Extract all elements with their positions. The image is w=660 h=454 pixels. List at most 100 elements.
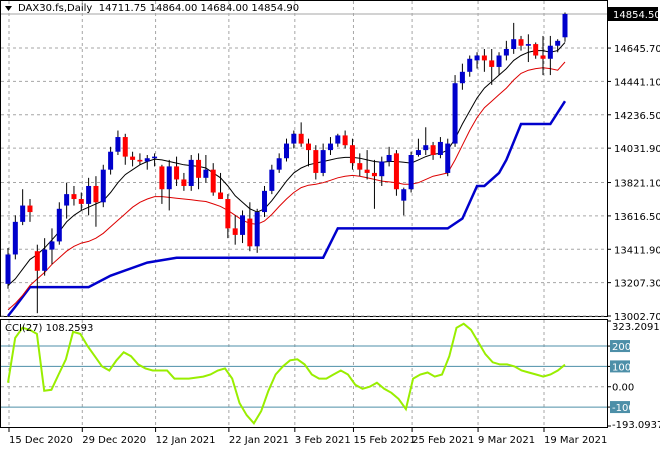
- candle-down: [481, 55, 487, 61]
- time-tick-label: 15 Feb 2021: [353, 435, 415, 446]
- candle-down: [364, 169, 370, 173]
- candle-down: [27, 205, 33, 213]
- cci-level-tag: [610, 340, 630, 353]
- candle-up: [64, 194, 70, 206]
- candle-up: [203, 169, 209, 178]
- candle-up: [144, 158, 150, 162]
- symbol-title: DAX30.fs,Daily 14711.75 14864.00 14684.0…: [18, 3, 299, 14]
- price-tick-label: 13207.30: [614, 279, 660, 290]
- candle-down: [137, 159, 143, 162]
- time-tick-label: 15 Dec 2020: [9, 435, 73, 446]
- candle-down: [210, 169, 216, 193]
- candle-up: [415, 150, 421, 155]
- candle-up: [452, 83, 458, 144]
- candle-down: [357, 163, 363, 170]
- time-axis[interactable]: 15 Dec 2020 29 Dec 2020 12 Jan 2021 22 Jan …: [8, 428, 607, 446]
- candle-down: [122, 137, 128, 157]
- candle-down: [305, 143, 311, 151]
- candle-down: [93, 185, 99, 203]
- candle-down: [196, 159, 202, 178]
- indicator-pane-frame: [0, 319, 608, 428]
- candle-up: [401, 189, 407, 201]
- candle-up: [86, 185, 92, 204]
- candle-up: [562, 13, 568, 38]
- ohlc-readout: 14711.75 14864.00 14684.00 14854.90: [98, 3, 300, 14]
- candle-up: [108, 151, 114, 170]
- candle-down: [232, 228, 238, 235]
- time-tick-label: 12 Jan 2021: [156, 435, 216, 446]
- candle-up: [269, 169, 275, 191]
- candle-up: [467, 58, 473, 72]
- candle-up: [525, 44, 531, 46]
- cci-tick-label: 323.2091: [612, 322, 660, 333]
- slow-ma-layer: [7, 61, 566, 311]
- support-line-layer: [7, 100, 567, 317]
- price-tick-label: 13821.10: [614, 179, 660, 190]
- candle-up: [379, 161, 385, 177]
- cci-level-label: 100: [612, 362, 631, 373]
- price-tick-label: 14441.10: [614, 77, 660, 88]
- candle-down: [313, 150, 319, 173]
- candle-down: [174, 166, 180, 180]
- time-tick-label: 29 Dec 2020: [82, 435, 146, 446]
- candle-up: [503, 48, 509, 56]
- candle-up: [320, 150, 326, 173]
- candle-up: [188, 159, 194, 186]
- candle-down: [349, 145, 355, 164]
- candle-up: [423, 145, 429, 151]
- indicator-title: CCI(27) 108.2593: [5, 323, 94, 334]
- candle-up: [445, 143, 451, 173]
- candle-down: [342, 135, 348, 146]
- candle-down: [247, 218, 253, 247]
- collapse-arrow-icon[interactable]: [5, 6, 12, 11]
- candle-down: [540, 55, 546, 59]
- price-tick-label: 14236.50: [614, 111, 660, 122]
- candle-down: [34, 251, 40, 271]
- candle-up: [555, 40, 561, 46]
- candle-down: [225, 199, 231, 229]
- candle-down: [130, 156, 136, 160]
- candle-up: [49, 241, 55, 250]
- candle-up: [459, 71, 465, 84]
- cci-axis[interactable]: 323.2091 200 100 0.00 -100 -193.0937: [607, 320, 660, 431]
- candle-up: [335, 135, 341, 144]
- price-tick-label: 14031.90: [614, 144, 660, 155]
- slow-ma-line: [7, 61, 566, 311]
- candle-up: [437, 141, 443, 155]
- candle-down: [218, 192, 224, 200]
- cci-level-tag: [610, 360, 630, 373]
- candle-down: [430, 145, 436, 155]
- candle-up: [240, 215, 246, 235]
- candle-up: [327, 143, 333, 151]
- candle-down: [181, 179, 187, 186]
- cci-level-label: -100: [612, 403, 635, 414]
- candle-up: [100, 169, 106, 203]
- price-axis[interactable]: 14645.70 14441.10 14236.50 14031.90 13821.10…: [607, 7, 660, 323]
- last-price-label: 14854.50: [613, 10, 660, 21]
- time-tick-label: 25 Feb 2021: [412, 435, 474, 446]
- candle-up: [291, 133, 297, 144]
- candle-up: [284, 143, 289, 159]
- candle-up: [166, 166, 172, 190]
- price-tick-label: 14645.70: [614, 44, 660, 55]
- time-tick-label: 3 Feb 2021: [295, 435, 351, 446]
- support-line: [7, 100, 567, 317]
- candle-up: [511, 39, 517, 49]
- candle-down: [78, 199, 84, 204]
- cci-level-label: 200: [612, 342, 631, 353]
- candle-up: [547, 45, 553, 59]
- cci-tick-label: 0.00: [612, 383, 634, 394]
- candle-up: [152, 156, 158, 159]
- cci-line: [7, 322, 566, 425]
- cci-layer: [7, 322, 566, 425]
- candle-up: [12, 221, 18, 255]
- time-tick-label: 22 Jan 2021: [229, 435, 289, 446]
- candle-down: [489, 60, 495, 67]
- candle-up: [262, 190, 268, 213]
- price-tick-label: 13616.50: [614, 212, 660, 223]
- candle-up: [276, 158, 282, 170]
- candle-up: [386, 154, 392, 162]
- candle-up: [20, 205, 26, 222]
